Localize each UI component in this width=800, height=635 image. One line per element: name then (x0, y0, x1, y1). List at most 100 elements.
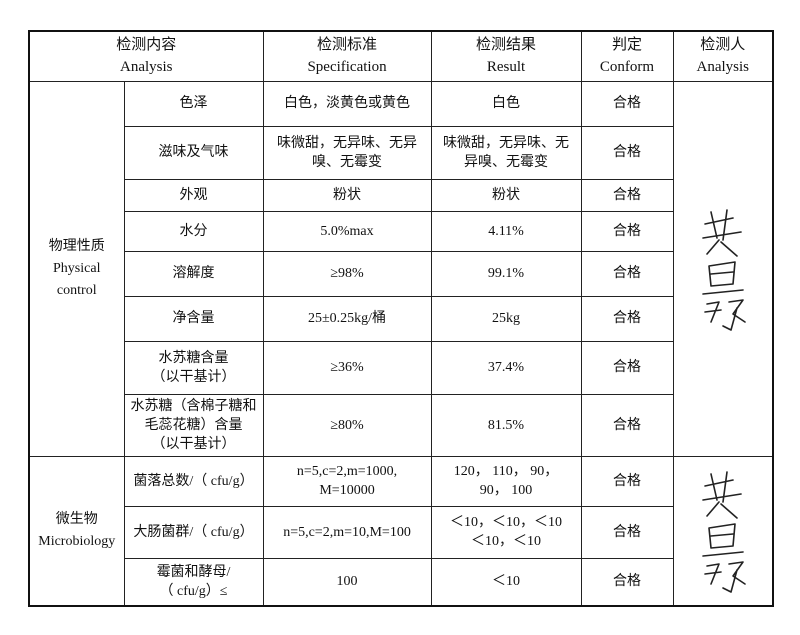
text-line: ＜10，＜10 (471, 534, 542, 549)
signature-stroke (701, 470, 742, 519)
text-line: ＜10，＜10，＜10 (450, 515, 563, 530)
conform-cell: 合格 (580, 393, 674, 457)
spec-cell: 25±0.25kg/桶 (262, 295, 432, 342)
conform-cell: 合格 (580, 178, 674, 212)
spec-cell: 5.0%max (262, 210, 432, 252)
text-line: Result (486, 59, 526, 76)
data-row: 微生物 Microbiology 菌落总数/（ cfu/g） n=5,c=2,m=10… (28, 455, 774, 607)
conform-cell: 合格 (580, 125, 674, 180)
signature (701, 470, 746, 593)
item-cell: 水苏糖含量 （以干基计） (123, 340, 264, 395)
result-cell: 120， 110， 90， 90， 100 (430, 455, 582, 507)
text-line: 物理性质 (48, 238, 105, 254)
group-label: 物理性质 Physical control (28, 80, 125, 457)
text-line: 嗅、无霉变 (312, 154, 383, 170)
header-cell: 检测人 Analysis (672, 30, 774, 82)
item-cell: 菌落总数/（ cfu/g） (123, 455, 264, 507)
item-cell: 色泽 (123, 80, 264, 127)
text-line: M=10000 (319, 483, 375, 498)
data-row: 大肠菌群/（ cfu/g） n=5,c=2,m=10,M=100 ＜10，＜10，＜… (29, 505, 773, 559)
data-row: 外观 粉状 粉状 合格 (29, 178, 773, 212)
spec-cell: n=5,c=2,m=10,M=100 (262, 505, 432, 559)
signature-stroke (703, 560, 746, 593)
text-line: Microbiology (38, 533, 116, 549)
signature-stroke (701, 260, 744, 295)
text-line: control (56, 282, 97, 298)
conform-cell: 合格 (580, 80, 674, 127)
text-line: 水苏糖含量 (158, 350, 229, 366)
item-cell: 水苏糖（含棉子糖和 毛蕊花糖）含量 （以干基计） (123, 393, 264, 457)
text-line: （以干基计） (151, 436, 236, 452)
text-line: 水苏糖（含棉子糖和 (130, 398, 257, 414)
data-row: 净含量 25±0.25kg/桶 25kg 合格 (29, 295, 773, 342)
signature (701, 208, 746, 331)
header-cell: 检测内容 Analysis (28, 30, 264, 82)
data-row: 溶解度 ≥98% 99.1% 合格 (29, 250, 773, 297)
spec-cell: 白色，淡黄色或黄色 (262, 80, 432, 127)
result-cell: 37.4% (430, 340, 582, 395)
group-label: 微生物 Microbiology (28, 455, 125, 607)
header-cell: 判定 Conform (580, 30, 674, 82)
conform-cell: 合格 (580, 210, 674, 252)
signature-stroke (703, 298, 746, 331)
item-cell: 滋味及气味 (123, 125, 264, 180)
conform-cell: 合格 (580, 295, 674, 342)
conform-cell: 合格 (580, 455, 674, 507)
item-cell: 外观 (123, 178, 264, 212)
text-line: 异嗅、无霉变 (464, 154, 549, 170)
data-row: 水苏糖含量 （以干基计） ≥36% 37.4% 合格 (29, 340, 773, 395)
result-cell: 白色 (430, 80, 582, 127)
data-row: 水分 5.0%max 4.11% 合格 (29, 210, 773, 252)
result-cell: 4.11% (430, 210, 582, 252)
data-row: 滋味及气味 味微甜，无异味、无异 嗅、无霉变 味微甜，无异味、无 异嗅、无霉变 合格 (29, 125, 773, 180)
spec-cell: ≥80% (262, 393, 432, 457)
text-line: 味微甜，无异味、无 (443, 135, 570, 151)
spec-cell: n=5,c=2,m=1000, M=10000 (262, 455, 432, 507)
item-cell: 溶解度 (123, 250, 264, 297)
text-line: 检测内容 (116, 37, 177, 54)
signature-stroke (701, 208, 742, 257)
header-cell: 检测标准 Specification (262, 30, 432, 82)
text-line: 120， 110， 90， (453, 464, 559, 479)
item-cell: 大肠菌群/（ cfu/g） (123, 505, 264, 559)
text-line: 判定 (612, 37, 643, 54)
result-cell: ＜10 (430, 557, 582, 607)
data-row: 物理性质 Physical control 色泽 白色，淡黄色或黄色 白色 合格 (28, 80, 774, 457)
table-body: 检测内容 Analysis 检测标准 Specification 检测结果 Result 判… (28, 30, 774, 607)
text-line: 检测人 (700, 37, 746, 54)
spec-cell: ≥36% (262, 340, 432, 395)
item-cell: 水分 (123, 210, 264, 252)
item-cell: 净含量 (123, 295, 264, 342)
result-cell: 99.1% (430, 250, 582, 297)
text-line: 毛蕊花糖）含量 (144, 417, 243, 433)
header-row: 检测内容 Analysis 检测标准 Specification 检测结果 Result 判… (28, 30, 774, 82)
result-cell: 25kg (430, 295, 582, 342)
result-cell: 味微甜，无异味、无 异嗅、无霉变 (430, 125, 582, 180)
text-line: （ cfu/g）≤ (159, 583, 228, 599)
text-line: 检测结果 (476, 37, 537, 54)
text-line: 味微甜，无异味、无异 (277, 135, 418, 151)
text-line: Conform (599, 59, 655, 76)
conform-cell: 合格 (580, 250, 674, 297)
text-line: （以干基计） (151, 369, 236, 385)
result-cell: 81.5% (430, 393, 582, 457)
data-row: 水苏糖（含棉子糖和 毛蕊花糖）含量 （以干基计） ≥80% 81.5% 合格 (29, 393, 773, 457)
conform-cell: 合格 (580, 505, 674, 559)
conform-cell: 合格 (580, 557, 674, 607)
text-line: n=5,c=2,m=1000, (296, 464, 398, 479)
analysis-table: 检测内容 Analysis 检测标准 Specification 检测结果 Result 判… (28, 30, 775, 607)
data-row: 霉菌和酵母/ （ cfu/g）≤ 100 ＜10 合格 (29, 557, 773, 607)
spec-cell: 粉状 (262, 178, 432, 212)
text-line: 检测标准 (317, 37, 378, 54)
spec-cell: 100 (262, 557, 432, 607)
text-line: Specification (307, 59, 387, 76)
text-line: 90， 100 (479, 483, 533, 498)
item-cell: 霉菌和酵母/ （ cfu/g）≤ (123, 557, 264, 607)
signature-stroke (701, 522, 744, 557)
analyst-cell (672, 455, 774, 607)
analyst-cell (672, 80, 774, 457)
header-cell: 检测结果 Result (430, 30, 582, 82)
text-line: Physical (53, 260, 101, 276)
